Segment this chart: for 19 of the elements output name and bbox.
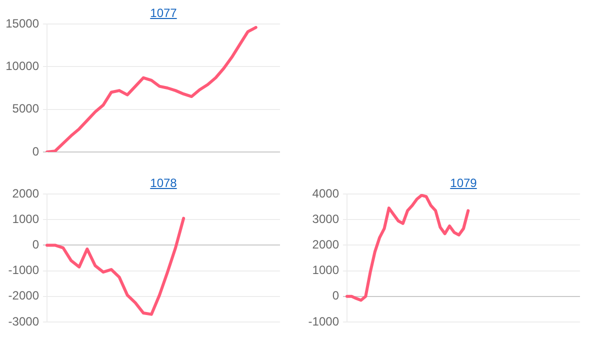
y-tick-label: -3000 (8, 314, 40, 328)
y-tick-label: 1000 (12, 212, 40, 226)
y-tick-label: 1000 (312, 263, 340, 278)
chart-title: 1077 (150, 6, 177, 20)
y-tick-label: -1000 (8, 263, 40, 278)
y-tick-label: 0 (32, 238, 40, 252)
y-tick-label: 10000 (6, 58, 40, 73)
y-tick-label: 4000 (312, 186, 340, 200)
y-tick-label: 3000 (312, 212, 340, 226)
chart-title: 1078 (150, 176, 177, 190)
chart-title: 1079 (450, 176, 477, 190)
y-tick-label: -2000 (8, 288, 40, 303)
y-tick-label: -1000 (308, 314, 340, 328)
y-tick-label: 15000 (6, 16, 40, 30)
y-tick-label: 2000 (312, 238, 340, 252)
y-tick-label: 0 (332, 288, 340, 303)
y-tick-label: 2000 (12, 186, 40, 200)
y-tick-label: 0 (32, 144, 40, 158)
y-tick-label: 5000 (12, 102, 40, 116)
